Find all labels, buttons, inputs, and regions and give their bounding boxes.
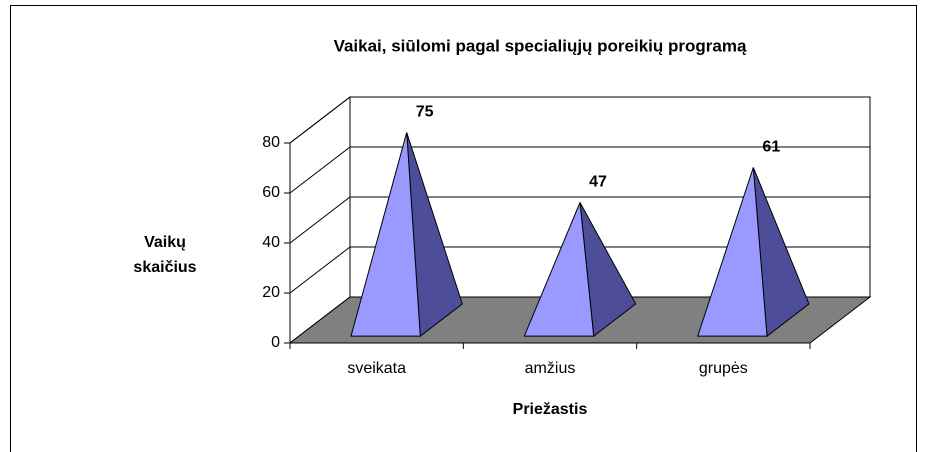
grid-line [289, 196, 870, 244]
pyramid-front [697, 167, 768, 337]
x-axis-label: Priežastis [513, 401, 588, 418]
grid-line [289, 146, 870, 194]
grid-line [289, 96, 870, 144]
y-tick-label: 40 [262, 234, 280, 251]
data-label: 47 [589, 174, 607, 191]
pyramid-front [523, 202, 595, 337]
y-tick-label: 60 [262, 184, 280, 201]
y-tick-label: 20 [262, 284, 280, 301]
data-label: 61 [762, 139, 780, 156]
pyramid-front [350, 132, 421, 337]
grid-line [289, 246, 870, 294]
y-axis-label: skaičius [133, 259, 196, 276]
x-tick-label: grupės [699, 360, 748, 377]
x-tick-label: amžius [525, 360, 576, 377]
x-tick-label: sveikata [347, 360, 406, 377]
chart-title: Vaikai, siūlomi pagal specialiųjų poreik… [334, 36, 747, 55]
y-tick-label: 0 [271, 334, 280, 351]
y-tick-label: 80 [262, 134, 280, 151]
data-label: 75 [416, 104, 434, 121]
y-axis-label: Vaikų [144, 234, 186, 251]
